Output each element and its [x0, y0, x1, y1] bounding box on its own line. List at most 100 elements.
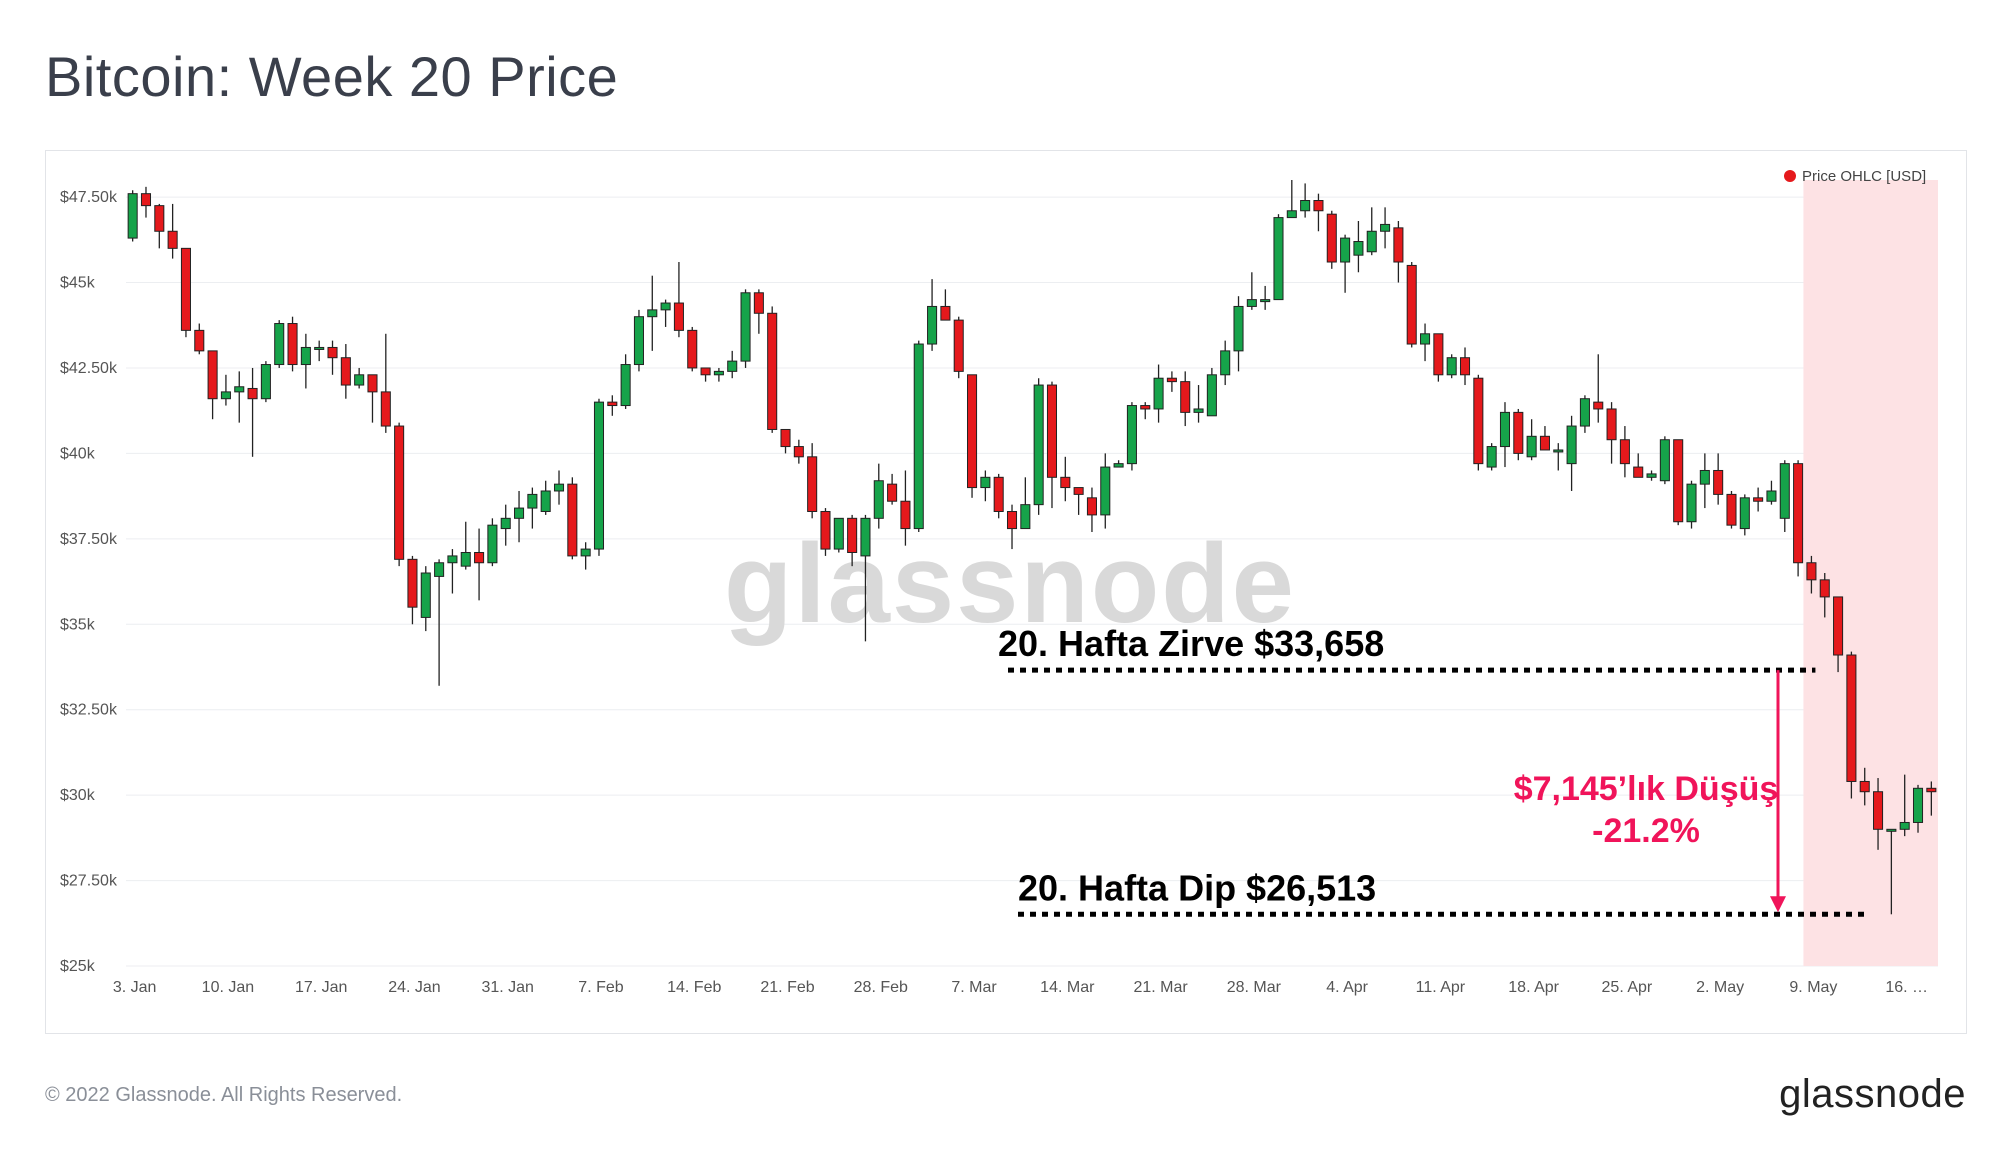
candle-up	[460, 551, 471, 567]
candle-down	[1806, 562, 1817, 581]
candle-down	[807, 456, 818, 512]
x-tick-label: 14. Mar	[1040, 979, 1095, 996]
watermark: glassnode	[724, 521, 1296, 646]
candle-up	[580, 548, 591, 557]
y-tick-label: $32.50k	[60, 702, 118, 719]
candle-down	[1606, 408, 1617, 441]
candle-up	[1899, 821, 1910, 830]
candle-down	[1833, 596, 1844, 656]
candle-down	[287, 323, 298, 366]
candle-up	[980, 476, 991, 489]
candle-series	[127, 180, 1937, 915]
candle-up	[1126, 405, 1137, 465]
candle-up	[1526, 435, 1537, 458]
brand-logo: glassnode	[1779, 1072, 1966, 1116]
candle-down	[780, 428, 791, 448]
candle-up	[553, 483, 565, 492]
candle-down	[1060, 476, 1071, 489]
grid-lines	[126, 196, 1938, 967]
chart-frame	[45, 150, 1967, 1034]
candle-up	[647, 309, 658, 318]
x-tick-label: 31. Jan	[481, 979, 533, 996]
candle-down	[567, 483, 578, 557]
candle-down	[180, 247, 191, 331]
candle-up	[1233, 305, 1244, 352]
candle-up	[1286, 210, 1297, 219]
candle-down	[1846, 654, 1857, 782]
x-tick-label: 14. Feb	[667, 979, 721, 996]
candle-down	[1539, 435, 1550, 451]
candle-down	[1473, 377, 1484, 465]
candle-up	[1699, 469, 1710, 485]
candle-up	[1300, 200, 1311, 212]
candle-down	[1073, 487, 1084, 495]
candle-up	[1886, 828, 1897, 832]
x-axis: 3. Jan 10. Jan 17. Jan 24. Jan 31. Jan 7. Feb…	[113, 979, 1928, 996]
week20-high-label: 20. Hafta Zirve $33,658	[998, 623, 1384, 664]
candle-up	[1246, 299, 1257, 307]
candle-up	[1273, 217, 1284, 301]
candle-up	[927, 305, 938, 345]
candle-down	[1313, 200, 1324, 212]
y-tick-label: $30k	[60, 787, 96, 804]
x-tick-label: 16. …	[1885, 979, 1928, 996]
candle-up	[527, 493, 538, 509]
candle-down	[1793, 463, 1804, 564]
candle-down	[1086, 497, 1097, 516]
candle-down	[154, 205, 165, 232]
candle-up	[913, 343, 924, 530]
x-tick-label: 28. Mar	[1227, 979, 1282, 996]
candle-down	[340, 357, 351, 386]
candle-up	[127, 193, 138, 239]
x-tick-label: 25. Apr	[1602, 979, 1653, 996]
y-tick-label: $47.50k	[60, 189, 118, 206]
candle-down	[687, 329, 698, 369]
candle-down	[1713, 469, 1724, 495]
y-tick-label: $42.50k	[60, 360, 118, 377]
candle-down	[820, 510, 831, 550]
legend[interactable]: Price OHLC [USD]	[1784, 168, 1926, 185]
candle-up	[1100, 466, 1111, 516]
candle-down	[167, 230, 178, 249]
candle-down	[140, 193, 152, 207]
candle-down	[1166, 377, 1177, 383]
copyright: © 2022 Glassnode. All Rights Reserved.	[45, 1084, 403, 1106]
candle-up	[420, 572, 431, 618]
candle-up	[1366, 230, 1377, 253]
candle-down	[953, 319, 964, 372]
candle-down	[367, 374, 378, 393]
candle-down	[1873, 791, 1884, 830]
legend-marker	[1784, 170, 1796, 182]
candle-up	[713, 370, 724, 376]
candle-up	[1779, 463, 1790, 519]
candle-down	[394, 425, 405, 560]
x-tick-label: 7. Feb	[578, 979, 623, 996]
page-title: Bitcoin: Week 20 Price	[45, 45, 619, 108]
candle-down	[1459, 357, 1471, 376]
candle-down	[1726, 493, 1737, 526]
candle-down	[1180, 381, 1191, 413]
candle-down	[1433, 333, 1444, 376]
candle-up	[234, 386, 245, 393]
y-tick-label: $37.50k	[60, 531, 118, 548]
candle-up	[447, 555, 458, 564]
candle-up	[1260, 299, 1271, 303]
candle-down	[1046, 384, 1058, 478]
candle-down	[1140, 405, 1151, 410]
candle-up	[740, 292, 751, 362]
y-tick-label: $25k	[60, 958, 96, 975]
candle-up	[1579, 398, 1590, 427]
x-tick-label: 3. Jan	[113, 979, 157, 996]
annotations: 20. Hafta Zirve $33,658 20. Hafta Dip $26…	[998, 623, 1867, 917]
candle-up	[1912, 787, 1924, 823]
candle-up	[633, 316, 644, 366]
candle-up	[1020, 504, 1031, 530]
candle-up	[1566, 425, 1577, 465]
candle-down	[1753, 497, 1764, 502]
x-tick-label: 4. Apr	[1326, 979, 1368, 996]
candle-up	[727, 360, 738, 372]
y-tick-label: $27.50k	[60, 873, 118, 890]
candle-down	[673, 302, 684, 331]
candle-up	[1220, 350, 1231, 376]
candle-up	[1686, 483, 1697, 523]
